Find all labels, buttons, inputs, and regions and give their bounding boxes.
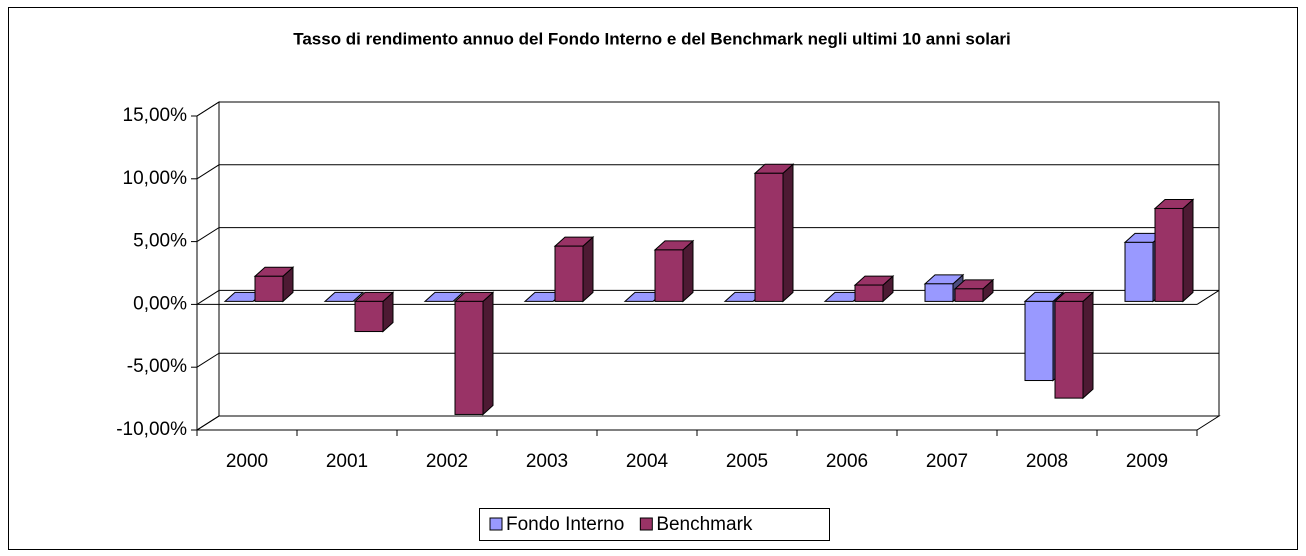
y-tick-label: 10,00% (123, 168, 188, 189)
grid-line (196, 101, 1219, 117)
grid-line (196, 227, 1219, 243)
bar-group (853, 274, 895, 303)
x-tick-label: 2001 (326, 451, 368, 472)
bar (754, 172, 784, 302)
x-tick-label: 2002 (426, 451, 468, 472)
bar-top (423, 291, 465, 302)
x-tick-label: 2007 (926, 451, 968, 472)
y-tick-label: -10,00% (116, 419, 187, 440)
bar (1024, 300, 1054, 382)
bar-group (423, 291, 465, 302)
grid-line (196, 415, 1219, 431)
bar-side (682, 239, 694, 303)
bar (1124, 241, 1154, 302)
grid-line (196, 164, 1219, 180)
bar-side (582, 236, 594, 303)
legend-swatch (489, 517, 503, 531)
bar (924, 283, 954, 302)
bar (954, 288, 984, 302)
y-tick-label: 15,00% (123, 105, 188, 126)
y-tick-label: -5,00% (127, 356, 187, 377)
bar (1054, 300, 1084, 399)
y-tick-label: 5,00% (133, 231, 187, 252)
legend-label: Benchmark (656, 514, 753, 535)
x-tick-label: 2005 (726, 451, 768, 472)
bar (454, 300, 484, 415)
x-tick-label: 2008 (1026, 451, 1068, 472)
bar (354, 300, 384, 333)
bar-group (253, 266, 295, 303)
x-tick-label: 2006 (826, 451, 868, 472)
chart-title: Tasso di rendimento annuo del Fondo Inte… (293, 29, 1011, 48)
bar (654, 249, 684, 302)
bar-side (782, 163, 794, 303)
x-tick-label: 2004 (626, 451, 669, 472)
bar-group (653, 239, 695, 303)
bar-group (1153, 198, 1195, 303)
x-tick-label: 2009 (1126, 451, 1168, 472)
bar-group (553, 236, 595, 303)
bar-side (1082, 291, 1094, 400)
legend-label: Fondo Interno (506, 514, 624, 535)
bar-group (1053, 291, 1095, 400)
y-tick-label: 0,00% (133, 293, 187, 314)
bar (254, 275, 284, 302)
bar-side (1182, 198, 1194, 303)
grid-line (196, 352, 1219, 368)
bar-top (323, 291, 365, 302)
legend-box (479, 508, 830, 541)
bar-group (753, 163, 795, 303)
bar-group (453, 291, 495, 416)
legend-swatch (639, 517, 653, 531)
side-wall (196, 101, 220, 431)
bar (1154, 207, 1184, 302)
zero-edge (1196, 289, 1220, 305)
bar (554, 245, 584, 302)
bar-group (353, 291, 395, 333)
bar-group (953, 278, 995, 303)
bar (854, 284, 884, 302)
x-tick-label: 2000 (226, 451, 268, 472)
x-tick-label: 2003 (526, 451, 568, 472)
bar-side (482, 291, 494, 416)
bar-group (323, 291, 365, 302)
